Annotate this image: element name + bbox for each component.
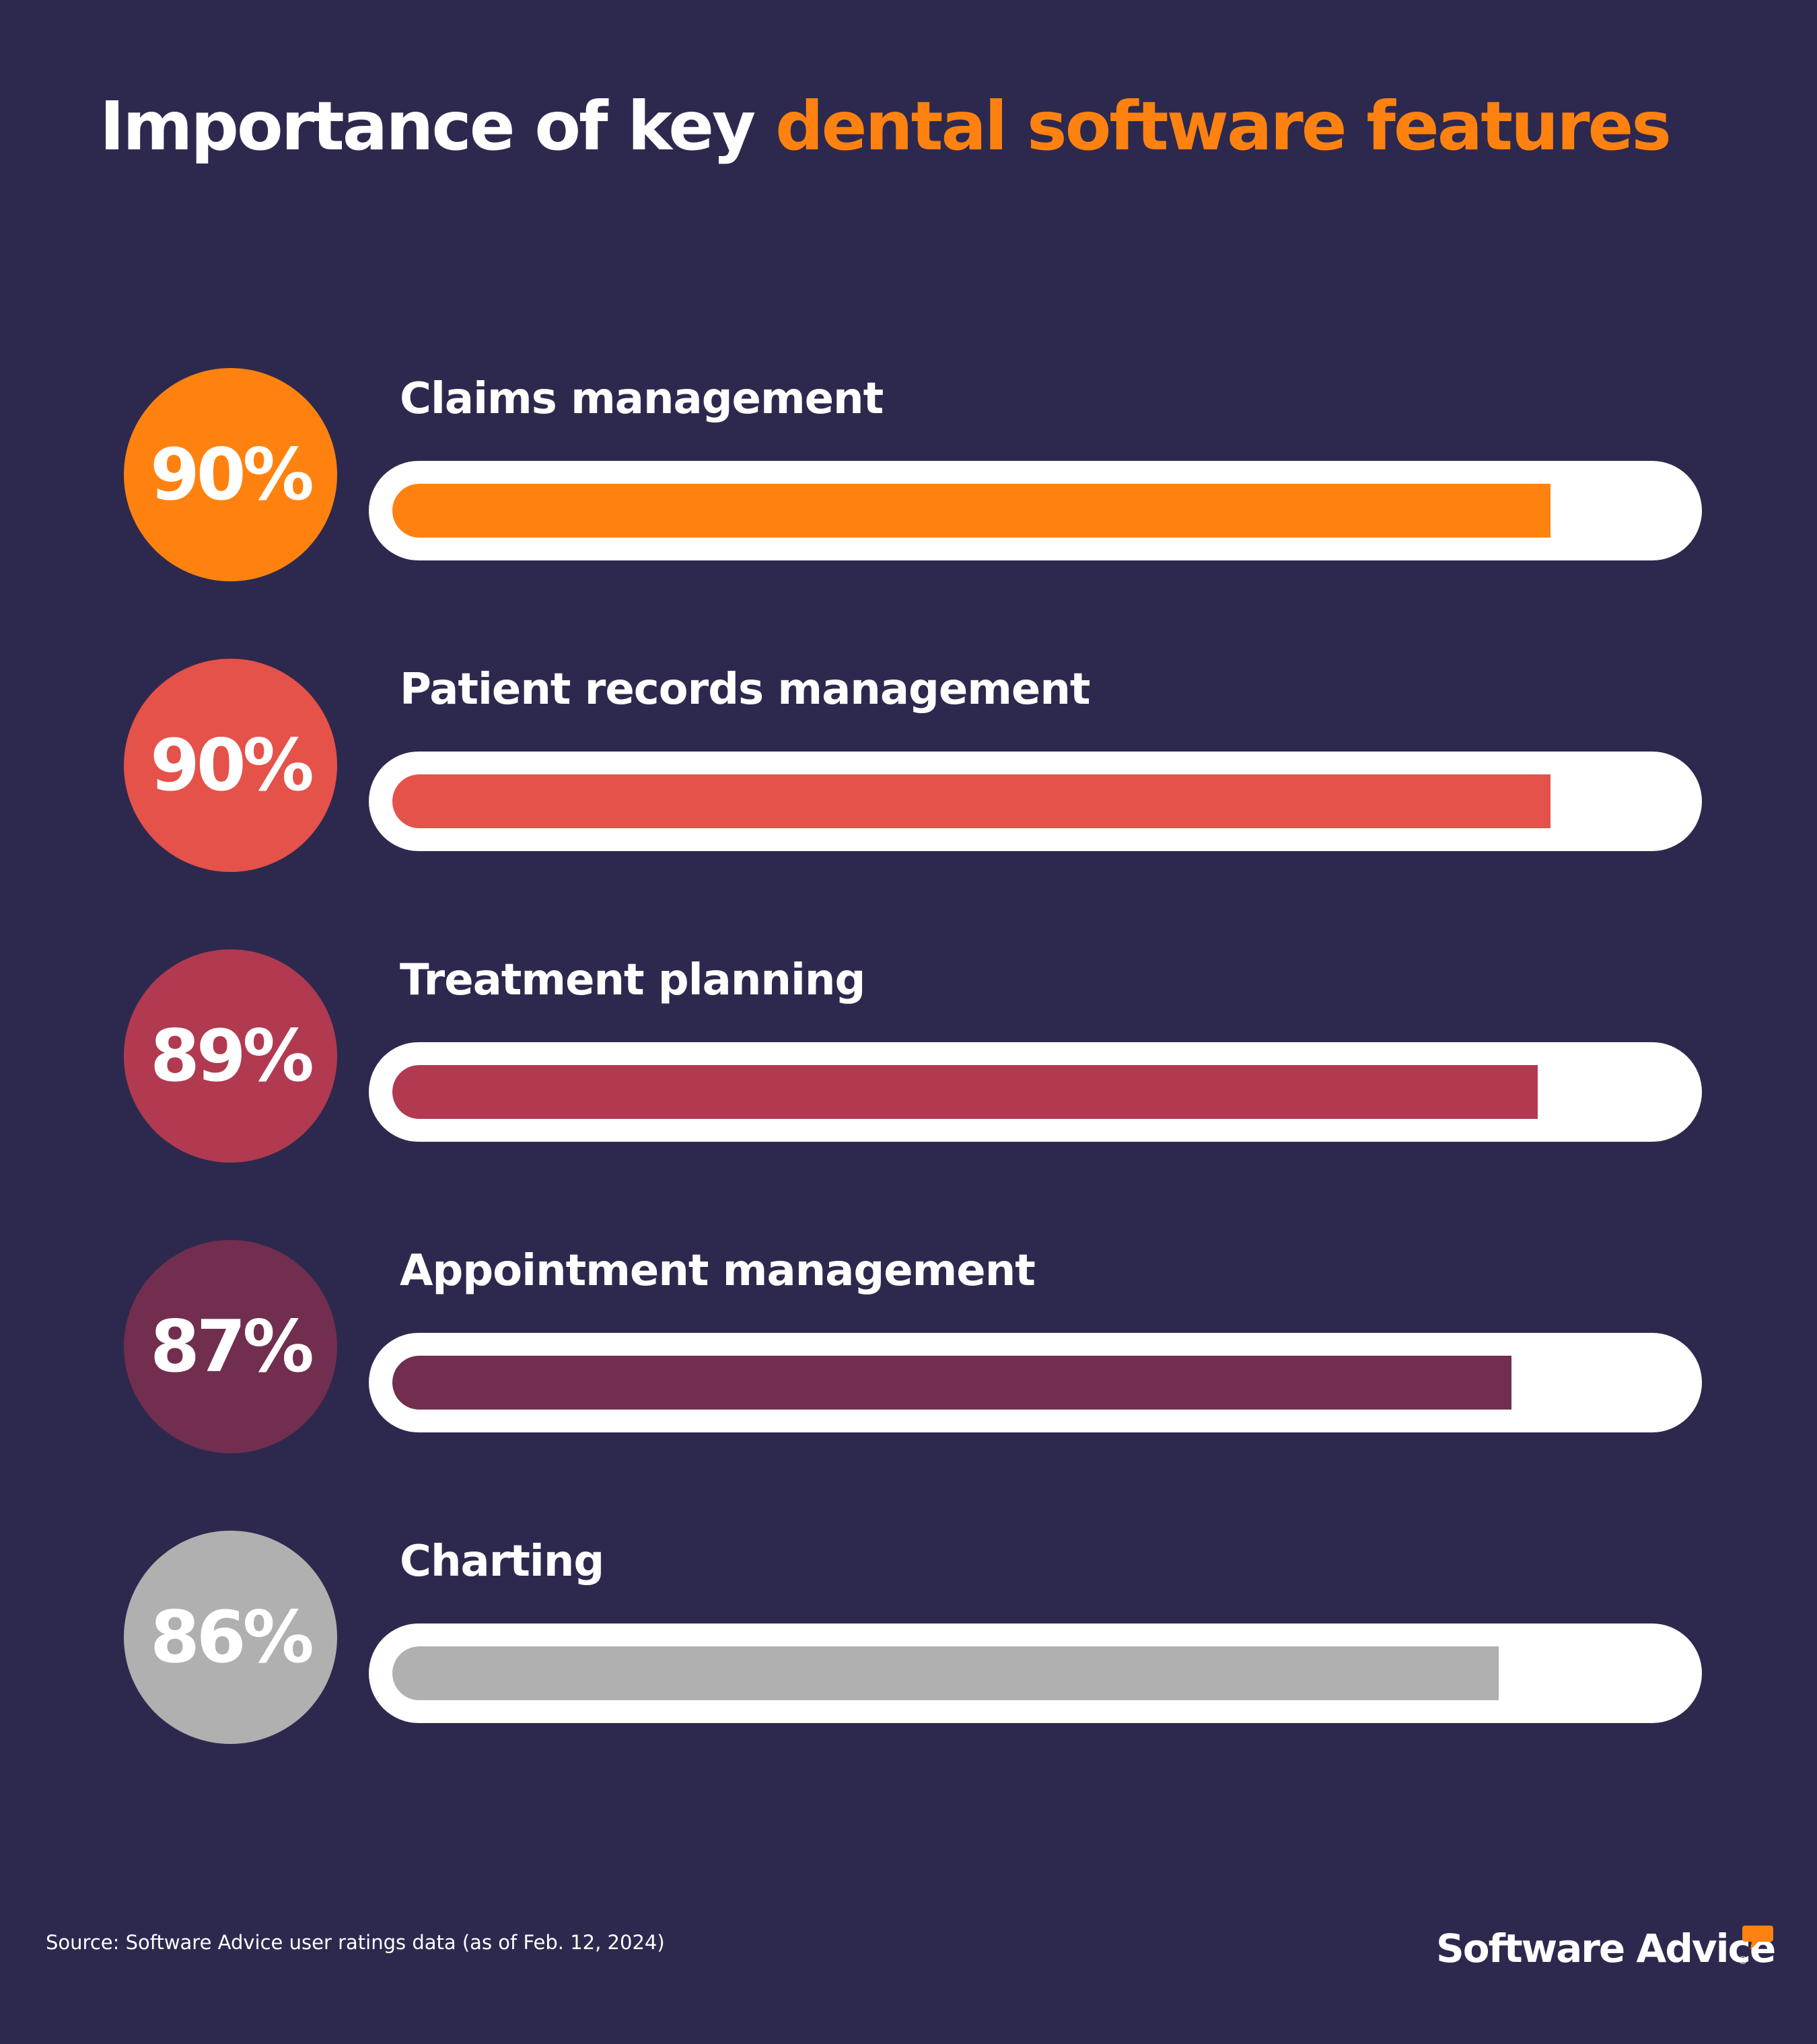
title-highlight: dental software features: [775, 87, 1672, 166]
feature-row: 86% Charting: [0, 1492, 1817, 1782]
bar-fill: [392, 484, 1551, 538]
bar-fill: [392, 1065, 1538, 1119]
feature-row: 90% Claims management: [0, 329, 1817, 620]
logo-wordmark: Software Advice: [1436, 1926, 1776, 1971]
percent-badge: 86%: [124, 1531, 337, 1744]
percent-value: 89%: [150, 1014, 314, 1097]
bar-track: [369, 752, 1702, 851]
percent-value: 90%: [150, 433, 314, 516]
percent-badge: 90%: [124, 368, 337, 581]
source-note: Source: Software Advice user ratings dat…: [46, 1931, 665, 1954]
software-advice-logo: Software Advice ®: [1436, 1923, 1779, 1977]
bar-track: [369, 1333, 1702, 1432]
feature-label: Appointment management: [400, 1246, 1036, 1296]
feature-label: Patient records management: [400, 665, 1090, 715]
bar-track: [369, 1623, 1702, 1723]
bar-track: [369, 461, 1702, 560]
speech-bubble-icon: [1742, 1926, 1773, 1950]
bar-fill: [392, 1646, 1499, 1700]
percent-badge: 90%: [124, 659, 337, 872]
bar-fill: [392, 1356, 1512, 1410]
percent-value: 87%: [150, 1305, 314, 1388]
feature-row: 89% Treatment planning: [0, 910, 1817, 1201]
percent-badge: 87%: [124, 1240, 337, 1453]
percent-badge: 89%: [124, 949, 337, 1163]
feature-label: Charting: [400, 1537, 604, 1586]
feature-label: Claims management: [400, 374, 884, 424]
page-title: Importance of key dental software featur…: [100, 86, 1672, 167]
feature-label: Treatment planning: [400, 955, 865, 1005]
percent-value: 86%: [150, 1595, 314, 1679]
percent-value: 90%: [150, 723, 314, 807]
title-prefix: Importance of key: [100, 87, 756, 166]
feature-row: 90% Patient records management: [0, 620, 1817, 910]
bar-fill: [392, 774, 1551, 828]
bar-track: [369, 1042, 1702, 1142]
feature-row: 87% Appointment management: [0, 1201, 1817, 1492]
registered-mark: ®: [1738, 1954, 1748, 1967]
